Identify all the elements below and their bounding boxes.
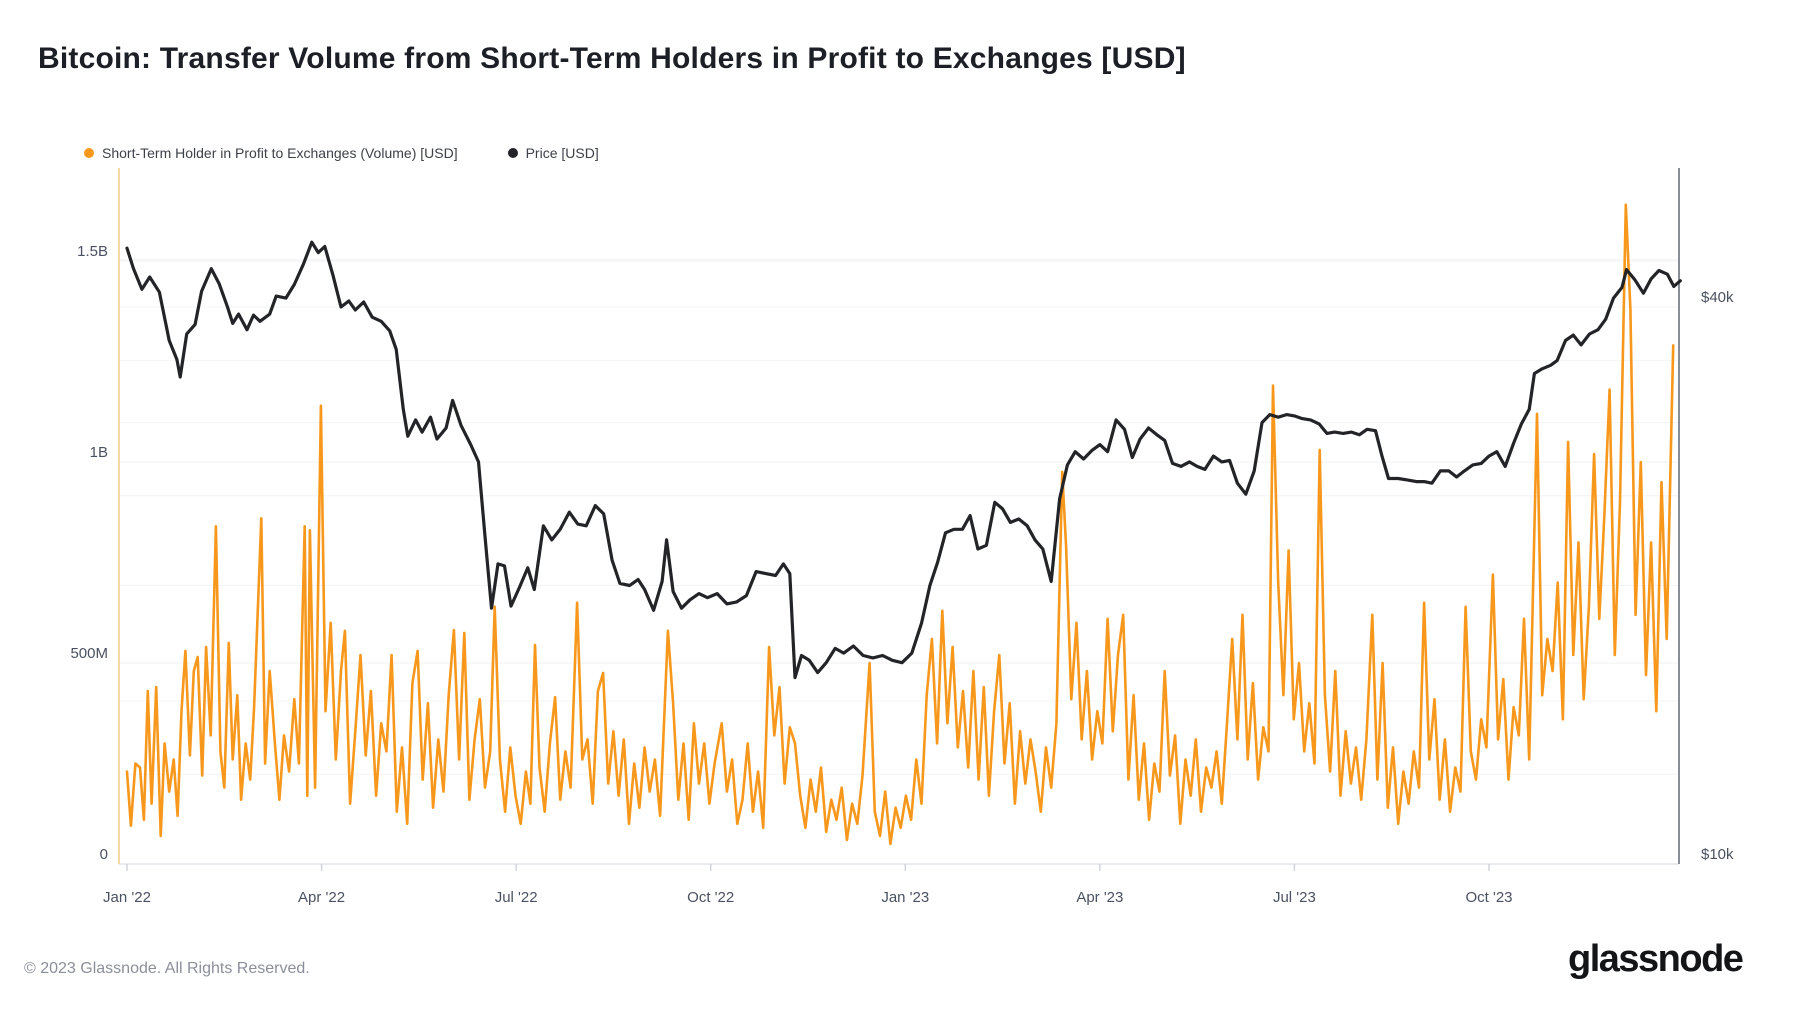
x-tick-Oct '23: Oct '23 <box>1465 889 1513 906</box>
x-tick-Jan '23: Jan '23 <box>881 889 930 906</box>
y-left-tick-0: 0 <box>99 846 108 863</box>
page-title: Bitcoin: Transfer Volume from Short-Term… <box>38 42 1186 75</box>
y-left-tick-1.5B: 1.5B <box>77 243 108 260</box>
chart-legend: Short-Term Holder in Profit to Exchanges… <box>84 145 599 161</box>
x-tick-Apr '23: Apr '23 <box>1076 889 1124 906</box>
x-tick-Apr '22: Apr '22 <box>298 889 346 906</box>
volume-series-line[interactable] <box>125 203 1675 846</box>
glassnode-logo[interactable]: glassnode <box>1568 938 1744 980</box>
price-series-line[interactable] <box>125 240 1682 680</box>
y-left-tick-500M: 500M <box>70 645 108 662</box>
x-tick-Jul '23: Jul '23 <box>1272 889 1316 906</box>
price-series-dot-icon <box>507 148 518 158</box>
legend-item-volume-series[interactable]: Short-Term Holder in Profit to Exchanges… <box>84 145 458 161</box>
legend-label: Price [USD] <box>525 145 599 161</box>
legend-label: Short-Term Holder in Profit to Exchanges… <box>102 145 458 161</box>
x-tick-Jul '22: Jul '22 <box>494 889 538 906</box>
y-left-tick-1B: 1B <box>89 444 108 461</box>
copyright-text: © 2023 Glassnode. All Rights Reserved. <box>24 960 310 977</box>
x-tick-Jan '22: Jan '22 <box>103 889 151 906</box>
y-right-tick-$40k: $40k <box>1701 289 1734 306</box>
legend-item-price-series[interactable]: Price [USD] <box>507 145 599 161</box>
x-tick-Oct '22: Oct '22 <box>687 889 735 906</box>
y-right-tick-$10k: $10k <box>1701 845 1734 863</box>
volume-series-dot-icon <box>84 148 94 158</box>
